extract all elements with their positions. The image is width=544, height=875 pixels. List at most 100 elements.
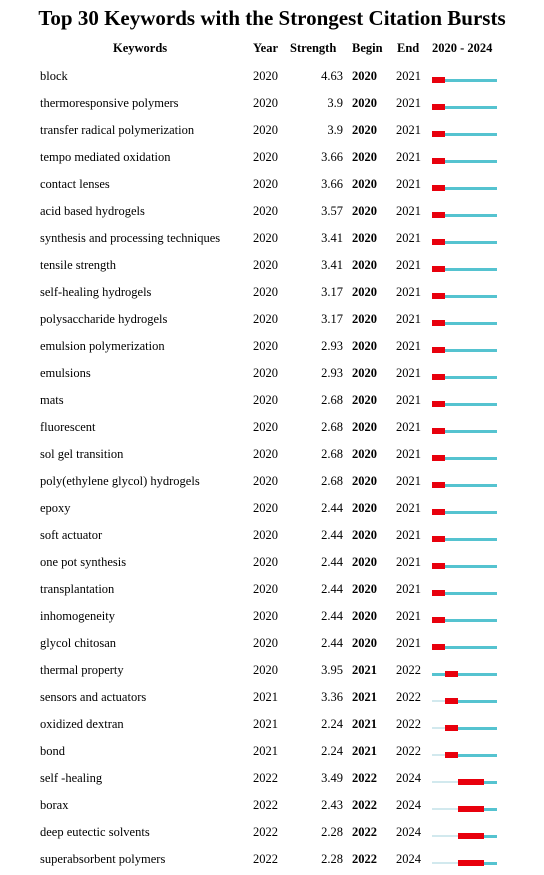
header-year: Year	[253, 41, 278, 55]
keyword-cell: poly(ethylene glycol) hydrogels	[40, 474, 200, 488]
burst-row: thermal property 2020 3.95 2021 2022	[0, 657, 544, 684]
year-cell: 2020	[253, 204, 278, 218]
burst-timeline	[432, 387, 497, 414]
burst-timeline	[432, 117, 497, 144]
timeline-active-segment	[432, 78, 497, 82]
burst-segment	[432, 563, 445, 569]
end-cell: 2021	[396, 393, 421, 407]
strength-cell: 3.66	[321, 177, 343, 191]
year-cell: 2020	[253, 258, 278, 272]
burst-segment	[432, 482, 445, 488]
end-cell: 2021	[396, 150, 421, 164]
strength-cell: 3.9	[327, 96, 343, 110]
burst-timeline	[432, 549, 497, 576]
timeline-before-segment	[432, 700, 445, 702]
burst-row: acid based hydrogels 2020 3.57 2020 2021	[0, 198, 544, 225]
year-cell: 2020	[253, 582, 278, 596]
end-cell: 2021	[396, 636, 421, 650]
end-cell: 2021	[396, 96, 421, 110]
begin-cell: 2021	[352, 690, 377, 704]
timeline-before-segment	[432, 781, 458, 783]
end-cell: 2021	[396, 339, 421, 353]
keyword-cell: polysaccharide hydrogels	[40, 312, 168, 326]
begin-cell: 2020	[352, 420, 377, 434]
burst-row: one pot synthesis 2020 2.44 2020 2021	[0, 549, 544, 576]
begin-cell: 2020	[352, 285, 377, 299]
burst-row: mats 2020 2.68 2020 2021	[0, 387, 544, 414]
timeline-before-segment	[432, 862, 458, 864]
burst-segment	[432, 77, 445, 83]
year-cell: 2020	[253, 285, 278, 299]
burst-segment	[432, 239, 445, 245]
burst-segment	[432, 644, 445, 650]
year-cell: 2022	[253, 852, 278, 866]
begin-cell: 2020	[352, 69, 377, 83]
begin-cell: 2022	[352, 825, 377, 839]
year-cell: 2020	[253, 609, 278, 623]
burst-row: transplantation 2020 2.44 2020 2021	[0, 576, 544, 603]
strength-cell: 2.44	[321, 555, 343, 569]
burst-row: poly(ethylene glycol) hydrogels 2020 2.68 2…	[0, 468, 544, 495]
keyword-cell: synthesis and processing techniques	[40, 231, 221, 245]
header-year-range: 2020 - 2024	[432, 41, 493, 55]
end-cell: 2024	[396, 825, 421, 839]
begin-cell: 2020	[352, 528, 377, 542]
timeline-active-segment	[432, 483, 497, 487]
keyword-cell: tempo mediated oxidation	[40, 150, 171, 164]
year-cell: 2020	[253, 339, 278, 353]
burst-row: emulsion polymerization 2020 2.93 2020 2021	[0, 333, 544, 360]
burst-timeline	[432, 657, 497, 684]
burst-row: bond 2021 2.24 2021 2022	[0, 738, 544, 765]
end-cell: 2021	[396, 447, 421, 461]
timeline-active-segment	[432, 510, 497, 514]
burst-segment	[432, 401, 445, 407]
end-cell: 2021	[396, 420, 421, 434]
burst-row: sol gel transition 2020 2.68 2020 2021	[0, 441, 544, 468]
end-cell: 2021	[396, 285, 421, 299]
timeline-active-segment	[432, 294, 497, 298]
burst-timeline	[432, 576, 497, 603]
timeline-active-segment	[432, 672, 497, 676]
strength-cell: 2.68	[321, 420, 343, 434]
keyword-cell: glycol chitosan	[40, 636, 117, 650]
year-cell: 2021	[253, 690, 278, 704]
end-cell: 2021	[396, 582, 421, 596]
strength-cell: 2.68	[321, 447, 343, 461]
burst-row: self -healing 2022 3.49 2022 2024	[0, 765, 544, 792]
timeline-active-segment	[445, 699, 497, 703]
year-cell: 2020	[253, 663, 278, 677]
timeline-active-segment	[432, 240, 497, 244]
burst-row: polysaccharide hydrogels 2020 3.17 2020 2021	[0, 306, 544, 333]
begin-cell: 2020	[352, 609, 377, 623]
end-cell: 2021	[396, 474, 421, 488]
end-cell: 2021	[396, 501, 421, 515]
burst-timeline	[432, 171, 497, 198]
keyword-cell: one pot synthesis	[40, 555, 127, 569]
strength-cell: 3.17	[321, 285, 343, 299]
end-cell: 2021	[396, 204, 421, 218]
begin-cell: 2020	[352, 636, 377, 650]
timeline-active-segment	[445, 726, 497, 730]
timeline-active-segment	[432, 159, 497, 163]
keyword-cell: bond	[40, 744, 65, 758]
burst-timeline	[432, 522, 497, 549]
begin-cell: 2020	[352, 366, 377, 380]
keyword-cell: thermal property	[40, 663, 124, 677]
burst-segment	[445, 698, 458, 704]
header-begin: Begin	[352, 41, 383, 55]
keyword-cell: oxidized dextran	[40, 717, 124, 731]
burst-row: oxidized dextran 2021 2.24 2021 2022	[0, 711, 544, 738]
burst-timeline	[432, 819, 497, 846]
burst-timeline	[432, 846, 497, 873]
keyword-cell: emulsions	[40, 366, 91, 380]
year-cell: 2020	[253, 96, 278, 110]
begin-cell: 2020	[352, 177, 377, 191]
year-cell: 2022	[253, 771, 278, 785]
strength-cell: 2.44	[321, 501, 343, 515]
burst-timeline	[432, 333, 497, 360]
year-cell: 2021	[253, 744, 278, 758]
header-end: End	[397, 41, 420, 55]
burst-row: block 2020 4.63 2020 2021	[0, 63, 544, 90]
end-cell: 2024	[396, 771, 421, 785]
keyword-cell: self -healing	[40, 771, 103, 785]
